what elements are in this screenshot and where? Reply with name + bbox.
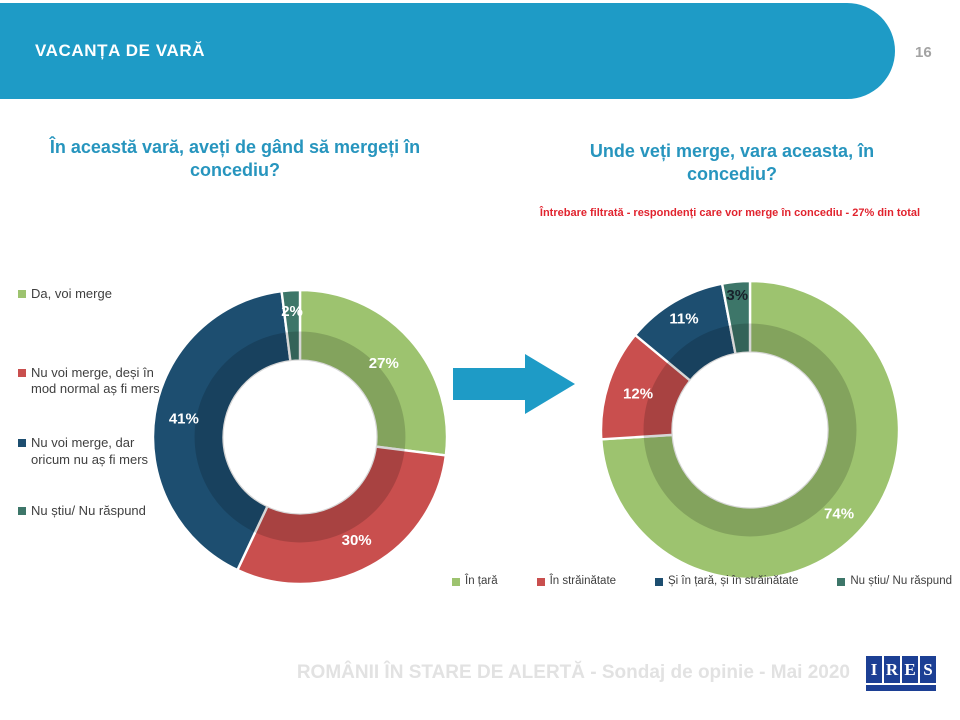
left-chart-legend: Da, voi merge Nu voi merge, deși în mod n… [18, 286, 168, 520]
page-number: 16 [915, 44, 932, 61]
donut-slice [720, 279, 752, 356]
legend-item: Da, voi merge [18, 286, 168, 303]
ires-logo-letter: S [920, 656, 936, 683]
donut-data-label: 12% [623, 386, 653, 403]
right-chart-legend: În țară În străinătate Și în țară, și în s… [452, 574, 952, 589]
donut-data-label: 11% [669, 310, 698, 327]
legend-label: Nu știu/ Nu răspund [850, 575, 952, 587]
left-donut-chart: 27% 30% 41% 2% [151, 288, 449, 586]
legend-marker-icon [655, 578, 663, 586]
legend-label: În țară [465, 575, 498, 587]
page-title: VACANȚA DE VARĂ [35, 41, 206, 60]
footer-text: ROMÂNII ÎN STARE DE ALERTĂ - Sondaj de o… [296, 662, 850, 683]
legend-item: Nu știu/ Nu răspund [837, 574, 952, 589]
header-bar: VACANȚA DE VARĂ [0, 3, 895, 99]
legend-item: Nu voi merge, dar oricum nu aș fi mers [18, 435, 168, 468]
legend-marker-icon [452, 578, 460, 586]
legend-item: În străinătate [536, 574, 617, 589]
right-donut-chart: 74% 12% 11% 3% [599, 279, 901, 581]
ires-logo-letter: I [866, 656, 882, 683]
legend-label: Și în țară, și în străinătate [668, 575, 799, 587]
ires-logo-letter: R [884, 656, 900, 683]
ires-logo-tagline-strip [866, 685, 936, 691]
filter-note: Întrebare filtrată - respondenți care vo… [539, 207, 921, 219]
donut-slice [600, 279, 901, 581]
donut-slice [236, 445, 448, 586]
legend-marker-icon [18, 507, 26, 516]
donut-data-label: 41% [169, 411, 199, 428]
donut-data-label: 74% [824, 506, 854, 523]
donut-slice [280, 288, 302, 363]
legend-label: Da, voi merge [31, 286, 112, 301]
donut-slice [151, 289, 292, 572]
donut-slice [298, 288, 449, 457]
legend-item: În țară [452, 574, 498, 589]
legend-label: În străinătate [549, 575, 617, 587]
donut-data-label: 3% [726, 287, 748, 304]
legend-marker-icon [18, 438, 26, 447]
legend-marker-icon [837, 578, 846, 586]
donut-data-label: 2% [281, 303, 303, 320]
legend-item: Nu știu/ Nu răspund [18, 503, 168, 520]
ires-logo-letter: E [902, 656, 918, 683]
legend-label: Nu voi merge, deși în mod normal aș fi m… [31, 364, 160, 397]
legend-label: Nu știu/ Nu răspund [31, 503, 146, 519]
arrow-right-icon [453, 354, 575, 414]
arrow-shape [453, 354, 575, 414]
legend-item: Nu voi merge, deși în mod normal aș fi m… [18, 365, 168, 398]
donut-data-label: 30% [342, 532, 372, 549]
legend-marker-icon [536, 578, 545, 586]
legend-marker-icon [18, 290, 26, 298]
right-chart-title: Unde veți merge, vara aceasta, în conced… [589, 141, 875, 185]
donut-data-label: 27% [369, 355, 399, 372]
legend-marker-icon [18, 368, 26, 377]
donut-inner-shadow [643, 323, 857, 537]
legend-label: Nu voi merge, dar oricum nu aș fi mers [31, 434, 149, 467]
legend-item: Și în țară, și în străinătate [655, 574, 798, 589]
left-chart-title: În această vară, aveți de gând să mergeț… [49, 137, 421, 181]
